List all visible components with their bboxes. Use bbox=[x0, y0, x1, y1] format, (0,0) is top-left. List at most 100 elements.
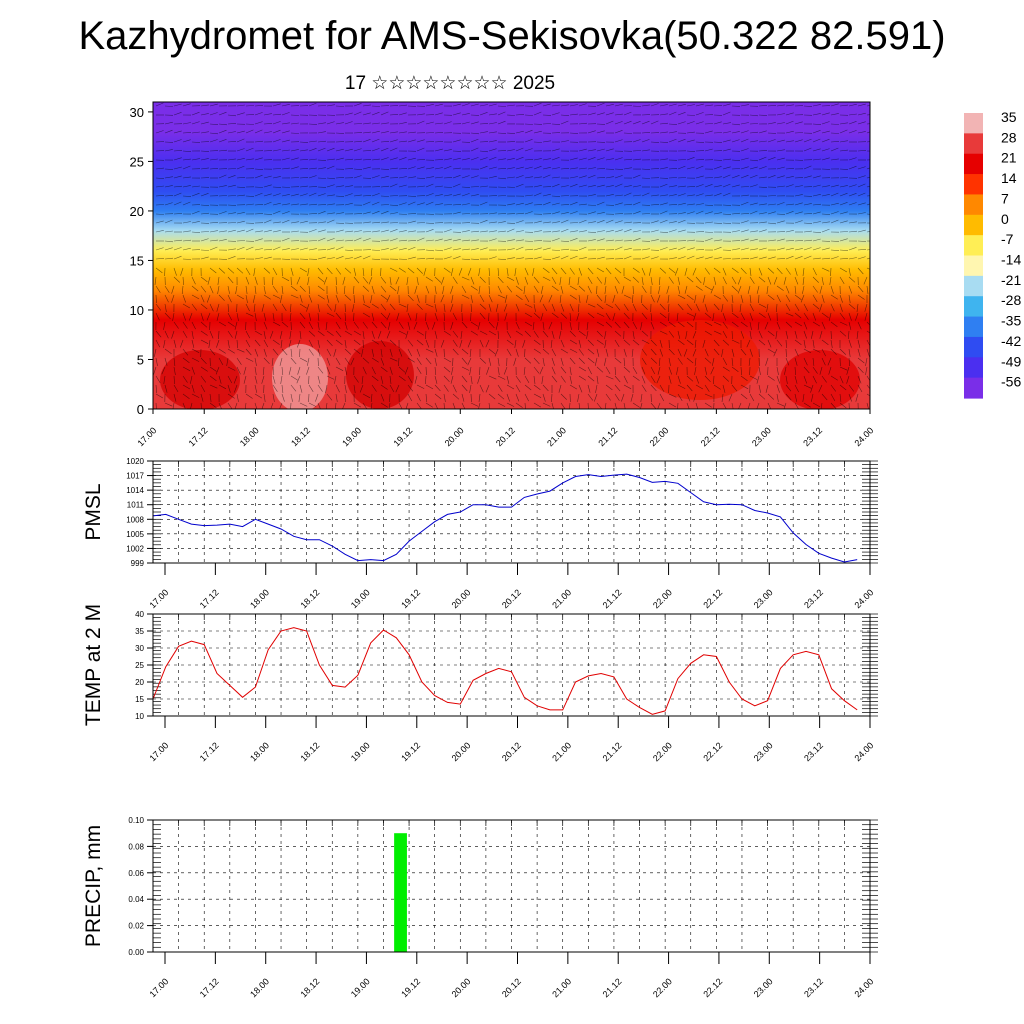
wind-barb bbox=[182, 176, 191, 179]
wind-barb bbox=[325, 402, 328, 409]
wind-barb bbox=[443, 303, 446, 312]
wind-barb bbox=[542, 303, 548, 312]
wind-barb bbox=[749, 131, 759, 134]
wind-barb bbox=[281, 276, 290, 282]
wind-barb bbox=[425, 303, 434, 308]
wind-barb bbox=[722, 148, 731, 152]
colorbar-label: -35 bbox=[1001, 313, 1021, 329]
wind-barb bbox=[443, 186, 453, 188]
wind-barb bbox=[254, 348, 259, 357]
wind-barb bbox=[479, 123, 489, 125]
wind-barb bbox=[830, 267, 832, 277]
wind-barb bbox=[443, 247, 452, 251]
wind-barb bbox=[425, 402, 433, 408]
wind-barb bbox=[504, 294, 508, 303]
wind-barb bbox=[560, 366, 567, 374]
wind-barb bbox=[353, 339, 361, 346]
wind-barb bbox=[686, 384, 693, 392]
wind-barb bbox=[488, 166, 497, 170]
wind-barb bbox=[650, 120, 659, 125]
wind-barb bbox=[335, 222, 345, 224]
wind-barb bbox=[164, 129, 173, 134]
wind-barb bbox=[442, 285, 445, 294]
wind-barb bbox=[623, 384, 632, 390]
wind-barb bbox=[245, 105, 255, 107]
wind-barb bbox=[722, 339, 730, 346]
wind-barb bbox=[737, 285, 742, 294]
wind-barb bbox=[452, 393, 460, 400]
wind-barb bbox=[614, 267, 622, 274]
wind-barb bbox=[288, 339, 292, 348]
wind-barb bbox=[362, 312, 371, 318]
wind-barb bbox=[163, 321, 166, 330]
wind-barb bbox=[785, 303, 791, 312]
wind-barb bbox=[164, 384, 168, 393]
wind-barb bbox=[227, 222, 237, 224]
wind-barb bbox=[650, 375, 656, 383]
wind-barb bbox=[578, 330, 586, 336]
wind-barb bbox=[749, 166, 758, 170]
x-tick-label: 17.00 bbox=[135, 425, 158, 448]
wind-barb bbox=[281, 130, 290, 134]
wind-barb bbox=[587, 393, 594, 401]
wind-barb bbox=[362, 211, 371, 215]
wind-barb bbox=[731, 184, 740, 188]
wind-barb bbox=[452, 139, 461, 143]
x-tick-label: 23.12 bbox=[802, 740, 825, 763]
wind-barb bbox=[785, 140, 794, 143]
wind-barb bbox=[803, 357, 808, 366]
wind-barb bbox=[425, 330, 427, 340]
wind-barb bbox=[164, 348, 172, 354]
wind-barb bbox=[650, 348, 657, 356]
wind-barb bbox=[794, 185, 803, 188]
wind-barb bbox=[614, 339, 620, 347]
wind-barb bbox=[236, 165, 245, 170]
wind-barb bbox=[254, 330, 263, 336]
wind-barb bbox=[749, 375, 758, 380]
wind-barb bbox=[857, 212, 866, 215]
wind-barb bbox=[542, 357, 545, 366]
colorbar-swatch bbox=[964, 255, 983, 277]
wind-barb bbox=[866, 105, 870, 107]
wind-barb bbox=[722, 357, 728, 366]
wind-barb bbox=[749, 393, 755, 402]
wind-barb bbox=[864, 303, 868, 312]
wind-barb bbox=[386, 294, 391, 303]
wind-barb bbox=[695, 249, 705, 251]
wind-barb bbox=[695, 276, 702, 284]
wind-barb bbox=[704, 148, 713, 152]
minor-ticks bbox=[152, 460, 878, 564]
wind-barb bbox=[515, 294, 523, 300]
wind-barb bbox=[218, 174, 227, 179]
wind-barb bbox=[317, 312, 320, 321]
x-tick-label: 21.00 bbox=[550, 976, 573, 999]
x-tick-label: 22.12 bbox=[701, 976, 724, 999]
wind-barb bbox=[485, 339, 490, 348]
wind-barb bbox=[623, 303, 629, 311]
wind-barb bbox=[740, 194, 749, 197]
wind-barb bbox=[191, 158, 200, 161]
x-tick-label: 17.12 bbox=[187, 425, 210, 448]
wind-barb bbox=[245, 294, 248, 303]
wind-barb bbox=[308, 192, 317, 197]
wind-barb bbox=[641, 177, 651, 179]
wind-barb bbox=[785, 267, 791, 275]
wind-barb bbox=[290, 402, 292, 409]
wind-barb bbox=[632, 185, 641, 188]
wind-barb bbox=[659, 202, 668, 206]
wind-barb bbox=[308, 348, 314, 356]
wind-barb bbox=[182, 165, 191, 170]
wind-barb bbox=[515, 239, 524, 242]
wind-barb bbox=[164, 303, 167, 312]
wind-barb bbox=[380, 366, 388, 373]
wind-barb bbox=[614, 239, 623, 242]
wind-barb bbox=[485, 384, 490, 393]
y-tick-label: 30 bbox=[130, 105, 144, 120]
wind-barb bbox=[551, 303, 556, 312]
wind-barb bbox=[551, 157, 560, 161]
wind-barb bbox=[533, 366, 540, 374]
wind-barb bbox=[335, 339, 343, 346]
wind-barb bbox=[548, 321, 553, 330]
wind-barb bbox=[209, 230, 218, 233]
wind-barb bbox=[434, 132, 444, 134]
